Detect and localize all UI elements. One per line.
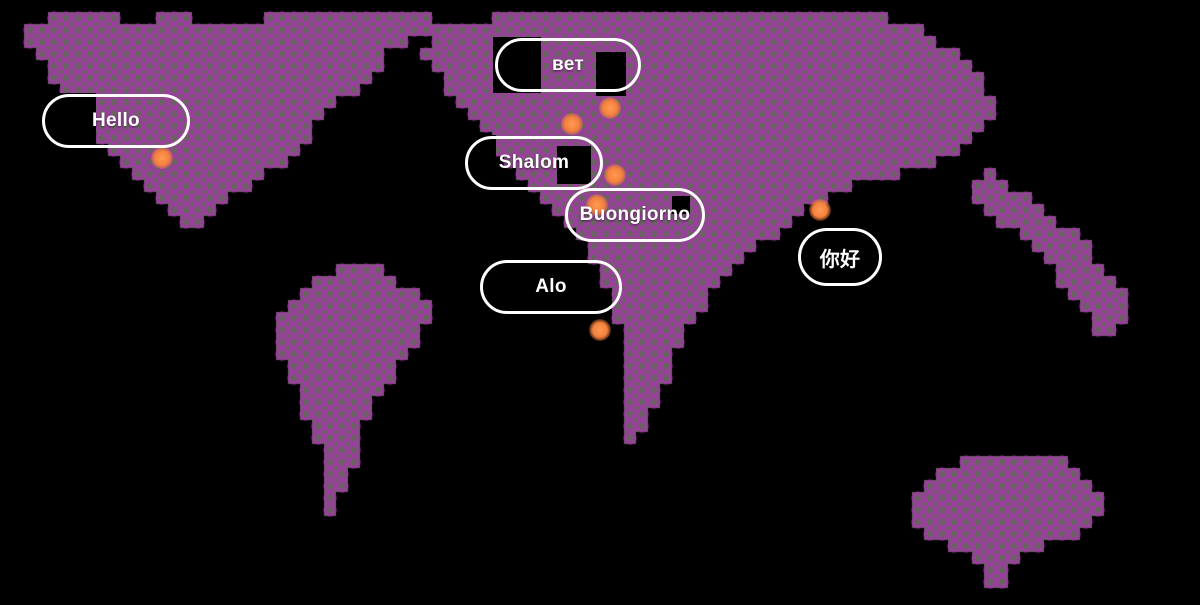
greeting-label-nihao[interactable]: 你好	[798, 228, 882, 286]
marker-russia[interactable]	[599, 97, 621, 119]
greeting-label-shalom[interactable]: Shalom	[465, 136, 603, 190]
greeting-label-text: Alo	[535, 276, 567, 297]
marker-levant[interactable]	[604, 164, 626, 186]
greeting-label-text: Hello	[92, 110, 140, 131]
marker-china[interactable]	[809, 199, 831, 221]
marker-north-america[interactable]	[151, 147, 173, 169]
greeting-label-text: 你好	[819, 248, 861, 271]
greeting-label-text: вет	[552, 54, 584, 75]
greeting-label-zdrast[interactable]: вет	[495, 38, 641, 92]
marker-africa[interactable]	[589, 319, 611, 341]
greeting-label-text: Buongiorno	[579, 204, 691, 225]
greeting-label-buongiorno[interactable]: Buongiorno	[565, 188, 705, 242]
greeting-label-text: Shalom	[498, 152, 570, 173]
greeting-label-alo[interactable]: Alo	[480, 260, 622, 314]
marker-europe[interactable]	[561, 113, 583, 135]
greeting-label-hello[interactable]: Hello	[42, 94, 190, 148]
